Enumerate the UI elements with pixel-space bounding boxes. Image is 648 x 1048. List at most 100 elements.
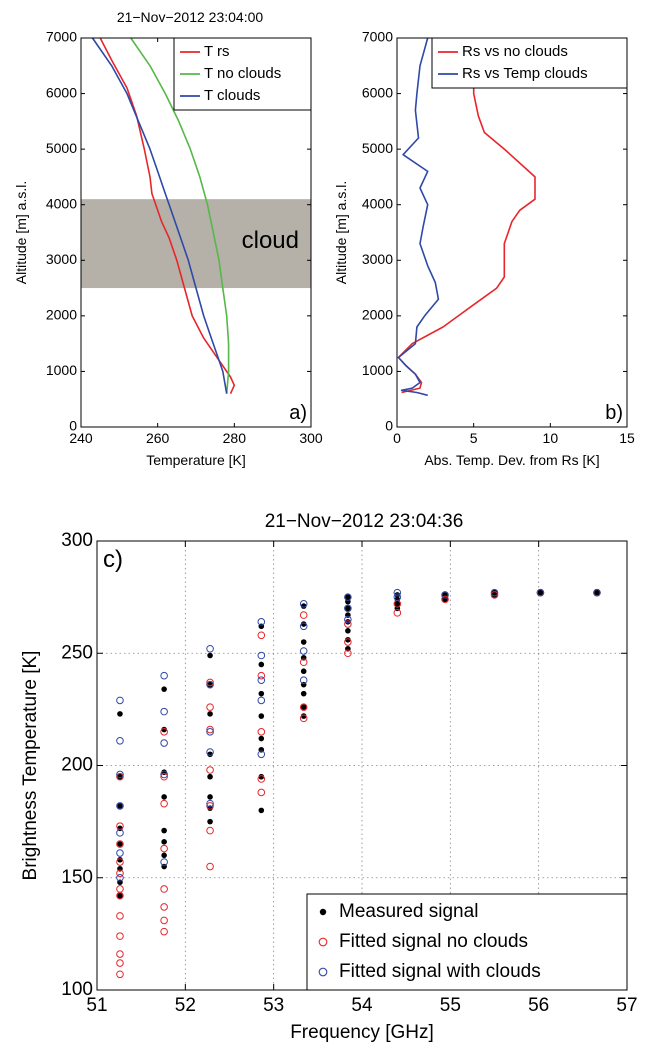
cloud-band-label: cloud: [242, 227, 299, 254]
data-point-measured: [394, 601, 401, 607]
legend-box: [306, 893, 628, 991]
data-point-fitted-2: [206, 799, 214, 808]
data-point-measured: [161, 686, 167, 692]
data-point-measured: [258, 807, 265, 814]
y-tick-label: 1000: [46, 362, 77, 378]
y-tick-label: 0: [69, 418, 77, 434]
data-point-fitted-1: [299, 714, 308, 723]
panel-a-title: 21−Nov−2012 23:04:00: [117, 9, 264, 25]
series-line-1: [130, 37, 230, 394]
data-point-measured: [300, 713, 307, 719]
data-point-fitted-1: [490, 591, 499, 599]
data-point-fitted-1: [344, 620, 352, 628]
data-point-fitted-1: [441, 595, 449, 604]
data-point-fitted-2: [393, 593, 402, 601]
data-point-fitted-1: [116, 858, 124, 866]
data-point-measured: [300, 690, 307, 697]
panel-b-chart: 0 5 10 15 0 1000 2000 3000 4000 5000 6000 7000 Abs. …: [333, 29, 635, 468]
y-tick-label: 3000: [362, 251, 393, 267]
data-point-fitted-1: [206, 862, 214, 871]
data-point-measured: [345, 605, 351, 612]
y-tick-label: 0: [385, 418, 393, 434]
data-point-measured: [300, 704, 307, 710]
data-point-measured: [161, 827, 167, 834]
data-point-fitted-1: [116, 959, 124, 967]
legend-entry: T no clouds: [204, 65, 281, 82]
data-point-measured: [161, 794, 167, 800]
y-tick-label: 1000: [362, 362, 393, 378]
data-point-fitted-2: [441, 591, 449, 599]
legend: Measured signal Fitted signal no clouds Fi…: [306, 893, 628, 991]
data-point-measured: [207, 751, 213, 758]
panel-label: b): [605, 402, 623, 424]
x-tick-label: 260: [146, 430, 170, 446]
data-point-fitted-1: [116, 970, 124, 979]
data-point-fitted-2: [160, 770, 168, 779]
data-point-measured: [117, 803, 123, 809]
data-point-measured: [117, 892, 123, 899]
data-point-fitted-1: [160, 885, 168, 893]
data-point-fitted-2: [490, 588, 499, 597]
data-point-measured: [117, 711, 123, 717]
legend-marker: [318, 967, 328, 977]
legend-entry: Fitted signal with clouds: [339, 961, 541, 982]
data-point-fitted-1: [116, 950, 124, 958]
data-point-fitted-1: [116, 885, 124, 893]
legend-box: [431, 37, 628, 89]
data-point-fitted-2: [160, 671, 168, 680]
data-point-measured: [207, 652, 213, 659]
data-point-fitted-1: [116, 840, 124, 848]
data-point-fitted-2: [206, 748, 214, 756]
data-point-fitted-1: [160, 903, 168, 911]
legend-entry: Measured signal: [339, 901, 478, 922]
data-point-fitted-2: [160, 858, 168, 866]
legend-entry: T clouds: [204, 87, 260, 104]
data-point-fitted-1: [344, 649, 352, 658]
data-point-measured: [207, 818, 213, 825]
data-point-fitted-1: [257, 788, 266, 797]
data-point-measured: [117, 773, 123, 780]
series-line-0: [397, 37, 536, 394]
data-point-fitted-1: [257, 728, 266, 736]
data-point-measured: [491, 592, 498, 598]
y-tick-label: 3000: [46, 251, 77, 267]
data-point-measured: [300, 621, 307, 627]
x-tick-label: 5: [470, 430, 478, 446]
data-point-measured: [207, 711, 213, 717]
data-point-fitted-1: [393, 609, 402, 617]
x-tick-label: 240: [69, 430, 93, 446]
legend-entry: Rs vs no clouds: [462, 43, 568, 60]
data-point-fitted-1: [116, 772, 124, 781]
panel-c-chart: 51 52 53 54 55 56 57 100 150 200 250 300 Frequency […: [20, 530, 638, 1043]
data-point-fitted-1: [257, 631, 266, 640]
x-tick-label: 0: [393, 430, 401, 446]
data-point-measured: [161, 852, 167, 859]
data-point-fitted-1: [160, 728, 168, 736]
y-tick-label: 5000: [46, 140, 77, 156]
y-axis-label: Altitude [m] a.s.l.: [333, 181, 349, 284]
x-tick-label: 54: [351, 995, 373, 1016]
data-point-fitted-2: [257, 676, 266, 684]
data-point-fitted-1: [206, 725, 214, 734]
y-tick-label: 7000: [46, 29, 77, 45]
x-tick-label: 52: [175, 995, 196, 1016]
y-tick-label: 300: [61, 530, 93, 551]
data-point-fitted-1: [299, 658, 308, 667]
cloud-band: [81, 199, 311, 289]
data-point-fitted-1: [116, 912, 124, 920]
legend-marker: [318, 937, 328, 947]
series-line-2: [91, 37, 228, 394]
plot-frame: [396, 37, 628, 428]
x-tick-label: 55: [440, 995, 461, 1016]
data-point-measured: [258, 773, 265, 780]
legend-marker: [319, 908, 327, 916]
y-tick-label: 2000: [46, 307, 77, 323]
x-tick-label: 53: [263, 995, 284, 1016]
y-tick-label: 100: [61, 979, 93, 1000]
data-point-fitted-2: [116, 737, 124, 745]
data-point-measured: [258, 735, 265, 742]
data-point-fitted-2: [116, 696, 124, 705]
data-point-measured: [300, 639, 307, 645]
data-point-fitted-1: [160, 916, 168, 925]
y-tick-label: 6000: [46, 84, 77, 100]
